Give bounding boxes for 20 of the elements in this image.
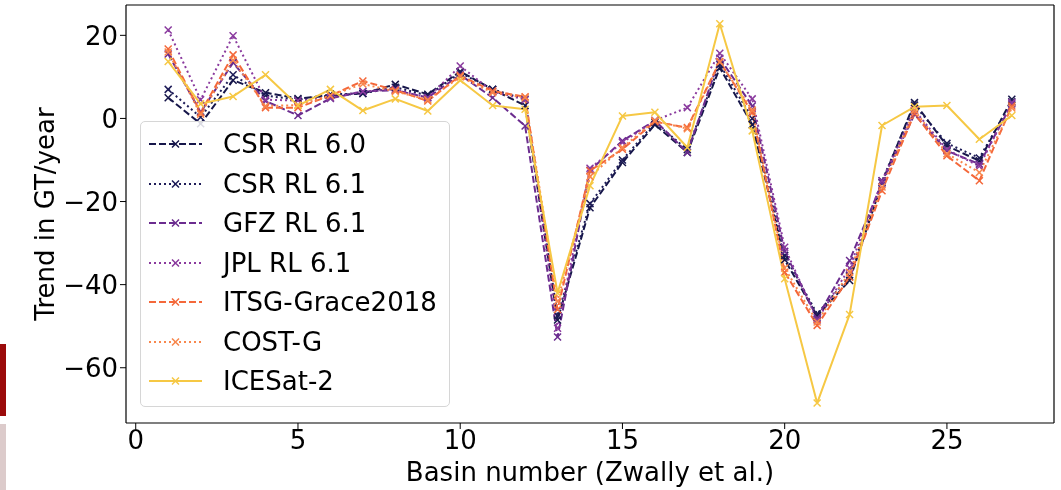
x-tick-label: 10	[443, 425, 477, 456]
legend-label: CSR RL 6.0	[223, 129, 367, 160]
x-tick-label: 25	[930, 425, 964, 456]
y-tick-label: 20	[84, 20, 118, 51]
legend-label: GFZ RL 6.1	[223, 208, 367, 239]
legend-label: JPL RL 6.1	[223, 247, 352, 278]
legend-label: ITSG-Grace2018	[223, 287, 437, 318]
y-tick-label: −60	[63, 352, 118, 383]
y-axis-title: Trend in GT/year	[30, 107, 60, 322]
legend-label: COST-G	[223, 326, 323, 357]
x-tick-label: 20	[768, 425, 802, 456]
y-tick-label: 0	[101, 103, 118, 134]
x-tick-label: 5	[289, 425, 307, 456]
x-tick-label: 0	[127, 425, 145, 456]
x-axis-title: Basin number (Zwally et al.)	[405, 457, 775, 487]
y-tick-label: −40	[63, 269, 118, 300]
legend-label: ICESat-2	[223, 366, 334, 397]
y-tick-label: −20	[63, 186, 118, 217]
legend-label: CSR RL 6.1	[223, 168, 367, 199]
x-tick-label: 15	[605, 425, 639, 456]
